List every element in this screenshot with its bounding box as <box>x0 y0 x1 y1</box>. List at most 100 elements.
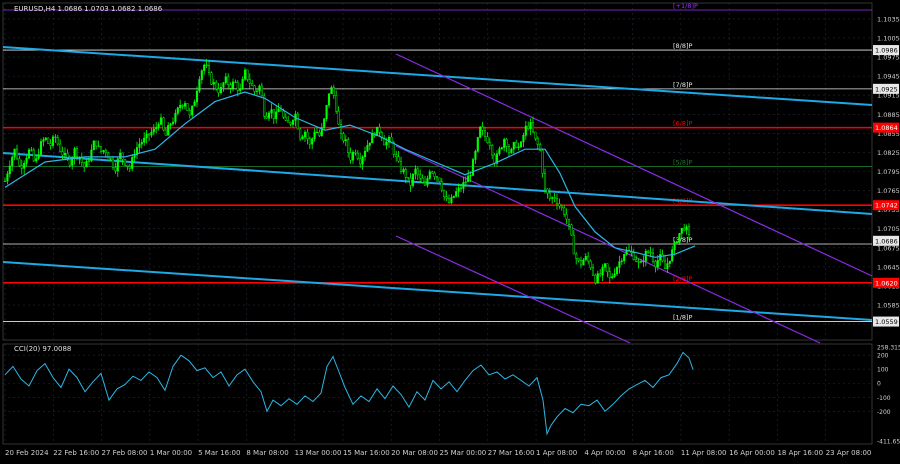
y-tick-label: 1.1035 <box>877 15 900 23</box>
level-label: [8/8]P <box>673 42 693 50</box>
candle-body <box>361 156 364 165</box>
level-label: [3/8]P <box>673 236 693 244</box>
candle-body <box>3 180 7 182</box>
candle-body <box>306 131 309 140</box>
candle-body <box>493 154 496 164</box>
candle-body <box>546 188 549 194</box>
price-axis: 1.1035 1.1005 1.0975 1.0945 1.0915 1.0885 1.08… <box>873 15 900 329</box>
candle-body <box>591 267 595 276</box>
candle-body <box>450 197 453 203</box>
candle-body <box>349 152 352 161</box>
candle-body <box>246 69 249 80</box>
candle-body <box>272 109 275 119</box>
x-tick-label: 8 Apr 16:00 <box>633 449 674 457</box>
candle-body <box>265 115 268 119</box>
candle-body <box>613 273 616 277</box>
candle-body <box>647 250 650 253</box>
candle-body <box>387 136 391 143</box>
x-tick-label: 27 Feb 08:00 <box>102 449 148 457</box>
candle-body <box>164 129 167 136</box>
x-tick-label: 5 Mar 16:00 <box>198 449 240 457</box>
y-tick-label: 1.0675 <box>877 244 900 252</box>
candle-body <box>685 226 688 231</box>
candle-body <box>515 142 518 148</box>
candle-body <box>440 181 443 191</box>
candle-body <box>301 136 304 140</box>
y-tick-label: 1.0585 <box>877 302 900 310</box>
candle-body <box>479 126 482 138</box>
candle-body <box>198 79 201 92</box>
y-tick-label: 1.0945 <box>877 73 900 81</box>
cci-panel: 258.3154200 100 0 -100 -200 -411.6541 <box>3 345 900 446</box>
candle-body <box>584 256 587 261</box>
candle-body <box>59 143 62 152</box>
price-tag: 1.0742 <box>875 202 898 210</box>
candle-body <box>123 159 127 166</box>
candle-body <box>291 120 295 125</box>
candle-body <box>344 139 347 142</box>
candle-body <box>678 233 681 244</box>
candle-body <box>188 110 191 116</box>
candle-body <box>155 127 158 130</box>
y-tick-label: 1.0855 <box>877 130 900 138</box>
y-tick-label: 1.0975 <box>877 54 900 62</box>
candle-body <box>325 105 328 120</box>
candle-body <box>13 148 16 158</box>
candle-body <box>229 84 232 89</box>
level-label: [5/8]P <box>673 158 693 166</box>
candle-body <box>126 164 129 167</box>
candle-body <box>303 131 307 138</box>
current-price-tag: 1.0686 <box>875 237 898 245</box>
candle-body <box>23 162 26 169</box>
candle-body <box>37 154 40 159</box>
ma-line <box>4 91 696 258</box>
candle-body <box>603 263 607 268</box>
candle-body <box>75 148 79 158</box>
price-tag-bg <box>873 200 899 211</box>
candle-body <box>183 103 187 107</box>
candle-body <box>563 207 566 215</box>
candle-body <box>680 227 683 234</box>
candle-body <box>207 65 211 73</box>
candle-body <box>555 198 559 205</box>
candle-body <box>570 224 573 236</box>
candle-body <box>253 85 256 92</box>
candle-body <box>527 125 530 129</box>
candle-body <box>25 157 28 164</box>
cci-tick-label: -200 <box>877 409 891 416</box>
x-tick-label: 1 Apr 08:00 <box>536 449 577 457</box>
candle-body <box>66 153 69 158</box>
cci-tick-label: 0 <box>877 381 881 388</box>
candle-body <box>231 81 235 89</box>
candle-body <box>455 191 458 197</box>
candle-body <box>191 105 194 116</box>
candle-body <box>339 124 343 134</box>
candle-body <box>97 145 100 147</box>
trend-channels <box>2 46 873 344</box>
candle-body <box>47 137 50 144</box>
candle-body <box>224 76 227 83</box>
candle-body <box>551 197 554 199</box>
candle-body <box>385 141 388 146</box>
candle-body <box>287 120 290 123</box>
candle-body <box>18 158 21 166</box>
candle-body <box>663 260 667 269</box>
x-tick-label: 4 Apr 00:00 <box>584 449 625 457</box>
candle-body <box>171 121 175 125</box>
cci-tick-label: 200 <box>877 353 889 360</box>
candle-body <box>73 148 76 159</box>
candle-body <box>623 254 626 262</box>
candle-body <box>445 196 448 199</box>
price-tag: 1.0620 <box>875 279 898 287</box>
candle-body <box>102 150 105 153</box>
price-tag-bg <box>873 45 899 56</box>
x-tick-label: 25 Mar 00:00 <box>440 449 487 457</box>
price-tag-bg <box>873 316 899 327</box>
candle-body <box>8 165 11 175</box>
candle-body <box>327 93 331 106</box>
price-tag: 1.0864 <box>875 124 898 132</box>
candle-body <box>594 274 597 284</box>
candle-body <box>560 205 563 209</box>
channel-line <box>395 145 821 344</box>
y-tick-label: 1.0795 <box>877 168 900 176</box>
